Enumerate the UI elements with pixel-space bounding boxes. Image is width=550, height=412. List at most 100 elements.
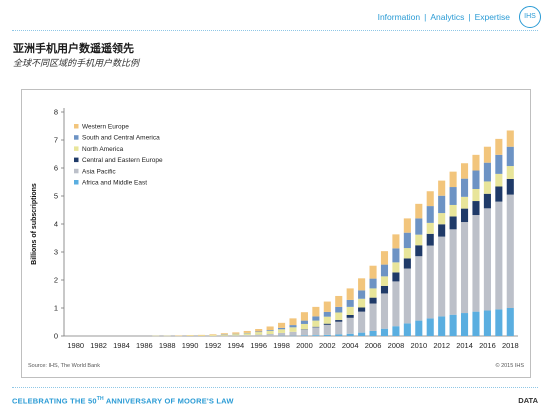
bar-segment [255, 329, 263, 332]
bar-segment [278, 322, 286, 328]
bar-segment [323, 324, 331, 335]
bar-segment [483, 193, 491, 209]
y-tick-label: 4 [54, 220, 58, 229]
bar-segment [266, 334, 274, 336]
bar-segment [358, 307, 366, 312]
bar-segment [449, 229, 457, 315]
nav-information-link[interactable]: Information [377, 12, 421, 22]
nav-expertise-link[interactable]: Expertise [474, 12, 510, 22]
x-tick-label: 2006 [365, 341, 382, 350]
bar-segment [255, 334, 263, 336]
bar-segment [323, 323, 331, 325]
footer-divider [12, 387, 538, 388]
bar-segment [380, 264, 389, 277]
bar-segment [472, 189, 480, 202]
y-tick-label: 8 [54, 108, 58, 117]
bar-segment [289, 325, 297, 328]
bar-segment [460, 196, 469, 209]
y-tick-label: 1 [54, 304, 58, 313]
x-tick-label: 2012 [433, 341, 450, 350]
bar-segment [415, 203, 423, 219]
legend-label: Asia Pacific [82, 168, 116, 175]
x-tick-label: 1982 [90, 341, 107, 350]
bar-segment [323, 311, 331, 317]
x-tick-label: 1996 [250, 341, 267, 350]
y-axis-label: Billions of subscriptions [31, 183, 38, 265]
bar-segment [312, 306, 320, 317]
bar-segment [209, 335, 217, 336]
bar-segment [403, 323, 411, 336]
bar-segment [197, 334, 206, 336]
bar-segment [392, 272, 400, 282]
x-tick-label: 2014 [456, 341, 473, 350]
bar-segment [392, 281, 400, 327]
bar-segment [358, 290, 366, 299]
y-tick-label: 6 [54, 164, 58, 173]
legend-label: Africa and Middle East [82, 180, 147, 187]
bar-segment [392, 262, 400, 273]
x-tick-label: 1988 [159, 341, 176, 350]
bar-segment [369, 265, 377, 279]
bar-segment [483, 146, 491, 163]
bar-segment [358, 298, 366, 308]
bar-segment [392, 248, 400, 263]
bar-segment [335, 321, 343, 335]
bar-segment [369, 278, 377, 289]
bar-segment [358, 311, 366, 333]
x-tick-label: 2002 [319, 341, 336, 350]
bar-segment [300, 335, 308, 336]
legend-swatch [74, 146, 79, 151]
y-tick-label: 5 [54, 192, 58, 201]
y-tick-label: 7 [54, 136, 58, 145]
bar-segment [289, 318, 297, 326]
legend-swatch [74, 124, 79, 129]
bar-segment [438, 213, 446, 225]
bar-segment [495, 309, 503, 336]
bar-segment [197, 335, 206, 336]
bar-segment [460, 178, 469, 197]
bar-segment [438, 224, 446, 237]
legend-label: Western Europe [82, 124, 129, 131]
x-tick-label: 1998 [273, 341, 290, 350]
bar-segment [300, 320, 308, 324]
bar-segment [335, 320, 343, 322]
legend-label: South and Central America [82, 135, 160, 142]
x-tick-label: 2000 [296, 341, 313, 350]
bar-segment [403, 268, 411, 324]
bar-segment [243, 335, 251, 336]
bar-segment [506, 146, 514, 167]
bar-segment [358, 278, 366, 291]
bar-segment [438, 180, 446, 196]
y-tick-label: 0 [54, 332, 58, 341]
bar-segment [312, 335, 320, 336]
stacked-bar-chart: 0 1 2 3 4 5 6 7 8 Billions of subscriptions 1980 19… [31, 108, 519, 351]
bar-segment [495, 154, 503, 174]
header-divider [12, 30, 538, 31]
footer-section-label: DATA [518, 396, 538, 405]
x-tick-label: 1992 [205, 341, 222, 350]
legend-swatch [74, 135, 79, 140]
nav-separator: | [468, 12, 471, 22]
bar-segment [232, 335, 240, 336]
bar-segment [300, 329, 308, 336]
bar-segment [266, 326, 274, 331]
bar-segment [460, 163, 469, 179]
legend-swatch [74, 168, 79, 174]
footer-tagline: CELEBRATING THE 50TH ANNIVERSARY OF MOOR… [12, 396, 234, 406]
bar-segment [495, 173, 503, 187]
bar-segment [243, 330, 251, 333]
ihs-logo[interactable]: IHS [519, 6, 541, 28]
bar-segment [369, 297, 377, 304]
footer-tagline-pre: CELEBRATING THE 50 [12, 396, 97, 406]
bar-segment [460, 222, 469, 314]
chart-frame: 0 1 2 3 4 5 6 7 8 Billions of subscriptions 1980 19… [21, 89, 531, 378]
legend-label: Central and Eastern Europe [82, 157, 163, 164]
nav-analytics-link[interactable]: Analytics [430, 12, 465, 22]
x-tick-label: 2018 [502, 341, 519, 350]
bar-segment [335, 334, 343, 336]
bar-segment [300, 312, 308, 321]
bar-segment [472, 311, 480, 336]
bar-segment [380, 251, 389, 265]
bar-segment [403, 258, 411, 269]
bar-segment [323, 334, 331, 336]
